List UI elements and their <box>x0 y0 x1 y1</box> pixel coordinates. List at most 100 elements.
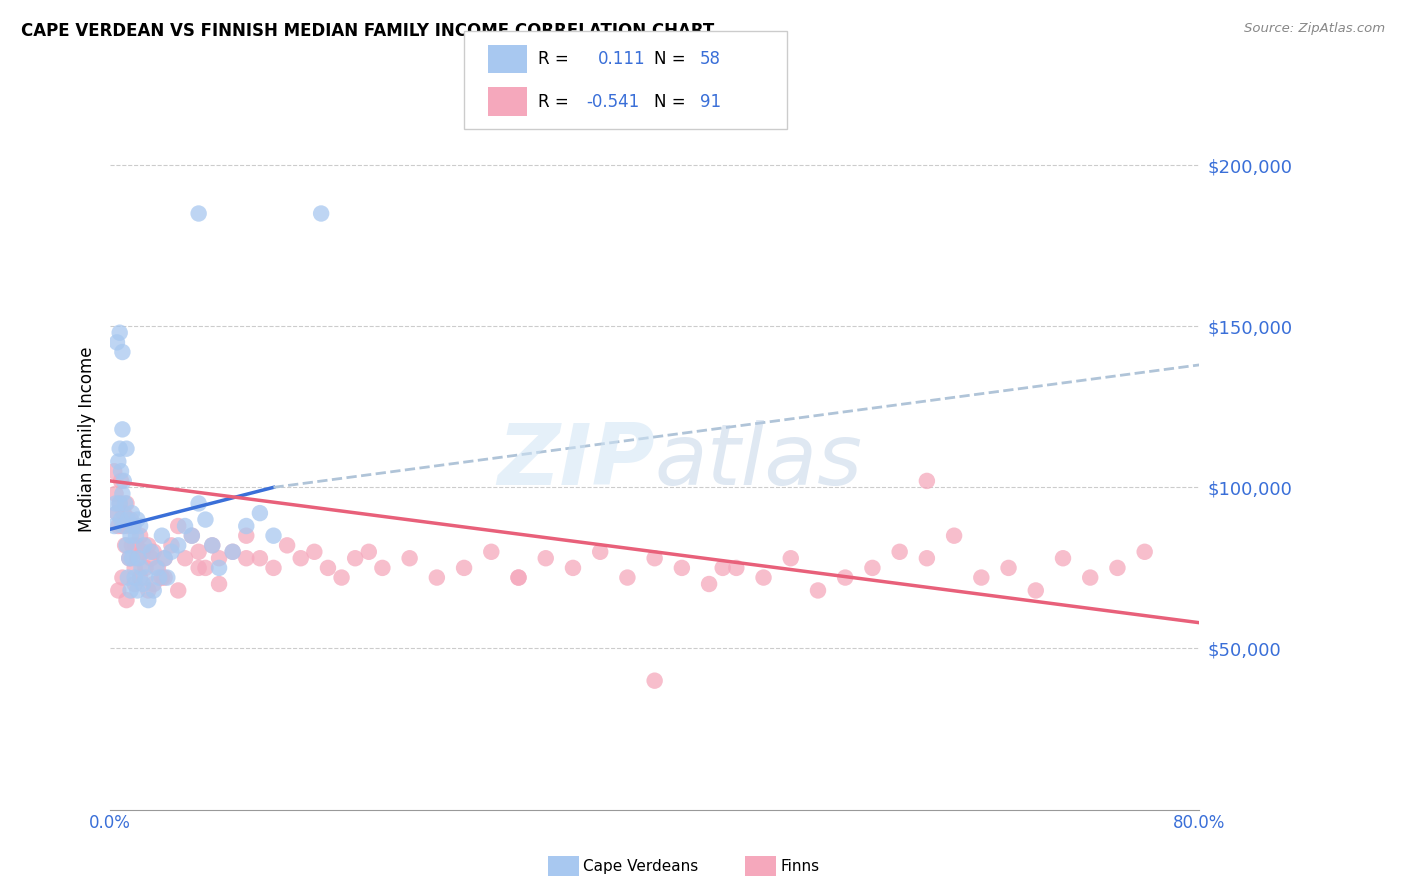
Point <box>111 345 134 359</box>
Point <box>752 570 775 584</box>
Point <box>970 570 993 584</box>
Point <box>118 551 141 566</box>
Point <box>194 561 217 575</box>
Point <box>862 561 884 575</box>
Point <box>114 496 136 510</box>
Point <box>111 519 134 533</box>
Point <box>187 496 209 510</box>
Point <box>124 570 146 584</box>
Point <box>1025 583 1047 598</box>
Point <box>131 561 153 575</box>
Point <box>290 551 312 566</box>
Text: N =: N = <box>654 50 685 68</box>
Point <box>108 496 131 510</box>
Point <box>111 570 134 584</box>
Text: R =: R = <box>538 93 569 111</box>
Point <box>235 551 257 566</box>
Point <box>562 561 585 575</box>
Text: 0.111: 0.111 <box>598 50 645 68</box>
Point <box>129 529 152 543</box>
Point <box>508 570 530 584</box>
Point <box>122 519 145 533</box>
Point <box>167 519 190 533</box>
Point <box>134 538 156 552</box>
Point <box>124 561 146 575</box>
Point <box>194 512 217 526</box>
Point <box>357 545 380 559</box>
Point <box>153 551 176 566</box>
Point <box>997 561 1019 575</box>
Point <box>616 570 638 584</box>
Point <box>508 570 530 584</box>
Point <box>1052 551 1074 566</box>
Point <box>167 538 190 552</box>
Y-axis label: Median Family Income: Median Family Income <box>79 346 96 532</box>
Text: Source: ZipAtlas.com: Source: ZipAtlas.com <box>1244 22 1385 36</box>
Point <box>120 583 142 598</box>
Point <box>110 464 132 478</box>
Point <box>330 570 353 584</box>
Point <box>156 570 179 584</box>
Point <box>779 551 801 566</box>
Point <box>187 206 209 220</box>
Point <box>104 487 127 501</box>
Point <box>174 551 197 566</box>
Point <box>142 583 165 598</box>
Point <box>127 512 149 526</box>
Point <box>644 551 666 566</box>
Point <box>112 474 135 488</box>
Point <box>142 577 165 591</box>
Point <box>221 545 243 559</box>
Point <box>711 561 734 575</box>
Text: atlas: atlas <box>655 420 863 503</box>
Text: CAPE VERDEAN VS FINNISH MEDIAN FAMILY INCOME CORRELATION CHART: CAPE VERDEAN VS FINNISH MEDIAN FAMILY IN… <box>21 22 714 40</box>
Point <box>127 583 149 598</box>
Point <box>142 545 165 559</box>
Point <box>834 570 856 584</box>
Point <box>125 529 148 543</box>
Point <box>124 577 146 591</box>
Point <box>117 519 139 533</box>
Point <box>120 512 142 526</box>
Point <box>276 538 298 552</box>
Point <box>112 519 135 533</box>
Point <box>187 545 209 559</box>
Point <box>160 545 183 559</box>
Point <box>110 474 132 488</box>
Point <box>117 570 139 584</box>
Point <box>136 583 159 598</box>
Text: R =: R = <box>538 50 569 68</box>
Point <box>103 464 125 478</box>
Point <box>112 506 135 520</box>
Point <box>146 561 169 575</box>
Point <box>148 570 170 584</box>
Point <box>160 538 183 552</box>
Point <box>103 519 125 533</box>
Point <box>371 561 394 575</box>
Point <box>121 551 143 566</box>
Point <box>115 496 138 510</box>
Point <box>915 551 938 566</box>
Point <box>120 529 142 543</box>
Point <box>807 583 830 598</box>
Point <box>153 570 176 584</box>
Point <box>150 570 173 584</box>
Point <box>180 529 202 543</box>
Point <box>115 538 138 552</box>
Point <box>1078 570 1101 584</box>
Point <box>128 551 150 566</box>
Point <box>129 519 152 533</box>
Point <box>263 529 285 543</box>
Point <box>136 538 159 552</box>
Point <box>110 512 132 526</box>
Point <box>453 561 475 575</box>
Point <box>132 545 155 559</box>
Point <box>534 551 557 566</box>
Point <box>107 583 129 598</box>
Point <box>187 561 209 575</box>
Point <box>127 551 149 566</box>
Point <box>249 506 271 520</box>
Point <box>208 577 231 591</box>
Point <box>104 496 127 510</box>
Point <box>132 577 155 591</box>
